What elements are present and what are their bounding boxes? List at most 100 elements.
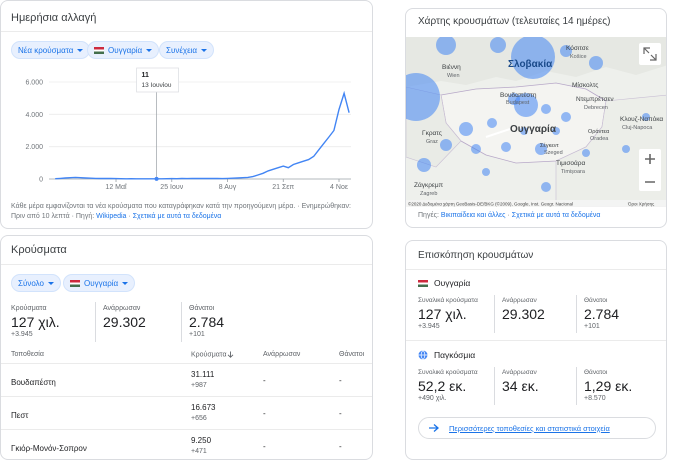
- tooltip: [136, 67, 179, 93]
- divider: [406, 340, 666, 341]
- romania-region: [555, 94, 666, 207]
- group-name: Παγκόσμια: [434, 350, 476, 360]
- map-label: Ζάγκρεμπ: [414, 181, 444, 189]
- chip-arrow: [77, 48, 84, 52]
- divider: [576, 295, 577, 333]
- stat-delta: +101: [584, 323, 600, 330]
- globe-icon: [418, 350, 428, 360]
- chip[interactable]: Νέα κρούσματα: [11, 41, 91, 59]
- divider: [494, 367, 495, 405]
- globe-lines: [418, 350, 428, 360]
- sort-arrow: [227, 351, 233, 358]
- stat-delta: +490 χιλ.: [418, 395, 447, 402]
- stat-label: Θάνατοι: [584, 369, 608, 376]
- map-label: Σλοβακία: [508, 59, 553, 70]
- divider: [1, 31, 372, 32]
- stat-value: 1,29 εκ.: [584, 378, 633, 394]
- stat-label: Κρούσματα: [11, 305, 47, 312]
- cell-recovered: -: [263, 442, 266, 451]
- map-labels: Κόσιτσε Košice Σλοβακία Βιέννη Wien Μίσκ…: [414, 44, 663, 197]
- cell-deaths: -: [339, 376, 342, 385]
- y-tick-label: 6.000: [25, 80, 43, 87]
- stat-label: Θάνατοι: [584, 297, 608, 304]
- chip-arrow: [47, 281, 54, 285]
- group-name: Ουγγαρία: [434, 278, 471, 288]
- zoom-controls[interactable]: [639, 149, 661, 191]
- stat-delta: +3.945: [418, 323, 440, 330]
- map-label: Debrecen: [584, 105, 608, 111]
- chip-label: Ουγγαρία: [84, 278, 119, 288]
- map-attribution: ©2020 Δεδομένα χάρτη GeoBasis-DE/BKG (©2…: [408, 201, 573, 207]
- map-label: Κλουζ-Ναπόκα: [620, 115, 663, 123]
- map-sources: Πηγές: Βικιπαίδεια και άλλες · Σχετικά μ…: [418, 212, 601, 219]
- divider: [95, 302, 96, 342]
- stat-value: 52,2 εκ.: [418, 378, 467, 394]
- stat-value: 127 χιλ.: [418, 306, 467, 322]
- cell-recovered: -: [263, 409, 266, 418]
- stat-delta: +101: [189, 331, 205, 338]
- lake-balaton: [485, 128, 511, 138]
- map-label: Μίσκολτς: [572, 81, 598, 89]
- sources-label: Πηγές:: [418, 212, 439, 219]
- divider: [1, 264, 372, 265]
- stat-value: 29.302: [103, 314, 146, 330]
- y-tick-label: 4.000: [25, 112, 43, 119]
- more-button[interactable]: Περισσότερες τοποθεσίες και στατιστικά σ…: [418, 417, 656, 439]
- map-terms[interactable]: Όροι Χρήσης: [627, 201, 655, 207]
- hover-point: [154, 176, 159, 181]
- map-label: Zagreb: [420, 191, 437, 197]
- y-tick-label: 2.000: [25, 144, 43, 151]
- stat-value: 2.784: [584, 306, 620, 322]
- fullscreen-button[interactable]: [639, 43, 661, 65]
- line-chart: 0 2.000 4.000 6.000 12 Μαΐ 25 Ιουν 8 Αυγ 21 Σεπ…: [25, 67, 351, 191]
- divider: [576, 367, 577, 405]
- divider: [494, 295, 495, 333]
- divider: [181, 302, 182, 342]
- chip-arrow: [201, 48, 208, 52]
- stat-value: 2.784: [189, 314, 225, 330]
- chip-label: Νέα κρούσματα: [18, 45, 74, 55]
- x-tick-label: 4 Νοε: [330, 184, 348, 191]
- cell-deaths: -: [339, 409, 342, 418]
- table-header: Θάνατοι: [339, 351, 365, 358]
- map-label: Βουδαπέστη: [500, 91, 537, 99]
- cases-panel: Κρούσματα Σύνολο Ουγγαρία Κρούσματα 127 …: [0, 235, 373, 460]
- more-link: Περισσότερες τοποθεσίες και στατιστικά σ…: [449, 423, 610, 433]
- map-panel: Χάρτης κρουσμάτων (τελευταίες 14 ημέρες)…: [405, 8, 667, 228]
- map-label: Γκρατς: [422, 130, 442, 137]
- cell-location: Γκιόρ-Μονόν-Σοπρον: [11, 444, 87, 453]
- map-label: Σέγκεντ: [540, 142, 560, 149]
- about-link[interactable]: Σχετικά με αυτά τα δεδομένα: [511, 212, 601, 219]
- panel-title: Επισκόπηση κρουσμάτων: [418, 250, 534, 261]
- map-label: Cluj-Napoca: [622, 125, 653, 131]
- chip[interactable]: Ουγγαρία: [63, 274, 136, 292]
- chip[interactable]: Σύνολο: [11, 274, 61, 292]
- arrow-icon: [429, 424, 439, 432]
- chip[interactable]: Συνέχεια: [159, 41, 215, 59]
- map[interactable]: Κόσιτσε Košice Σλοβακία Βιέννη Wien Μίσκ…: [406, 37, 667, 207]
- cell-cases: 9.250: [191, 436, 212, 445]
- row-divider: [1, 429, 372, 430]
- chip[interactable]: Ουγγαρία: [87, 41, 160, 59]
- table-header[interactable]: Κρούσματα: [191, 351, 234, 358]
- case-bubbles: [406, 37, 650, 192]
- stat-label: Ανάρρωσαν: [502, 297, 537, 304]
- stat-value: 34 εκ.: [502, 378, 539, 394]
- flag: [418, 280, 428, 287]
- map-label: Wien: [447, 73, 460, 79]
- stat-value: 29.302: [502, 306, 545, 322]
- table-header-text: Κρούσματα: [191, 351, 227, 359]
- chip-arrow: [122, 281, 129, 285]
- stat-label: Ανάρρωσαν: [502, 369, 537, 376]
- data-line: [55, 90, 350, 180]
- about-link[interactable]: Σχετικά με αυτά τα δεδομένα: [132, 213, 222, 220]
- stat-delta: +3.945: [11, 331, 33, 338]
- panel-title: Χάρτης κρουσμάτων (τελευταίες 14 ημέρες): [418, 16, 611, 27]
- sources-link[interactable]: Βικιπαίδεια και άλλες: [440, 212, 506, 219]
- page: Ημερήσια αλλαγή Νέα κρούσματα Ουγγαρία Σ…: [0, 0, 667, 460]
- stat-delta: +8.570: [584, 395, 606, 402]
- cell-delta: +987: [191, 382, 207, 389]
- panel-title: Ημερήσια αλλαγή: [11, 12, 97, 24]
- source-link[interactable]: Wikipedia: [96, 213, 127, 220]
- x-tick-label: 25 Ιουν: [160, 184, 183, 191]
